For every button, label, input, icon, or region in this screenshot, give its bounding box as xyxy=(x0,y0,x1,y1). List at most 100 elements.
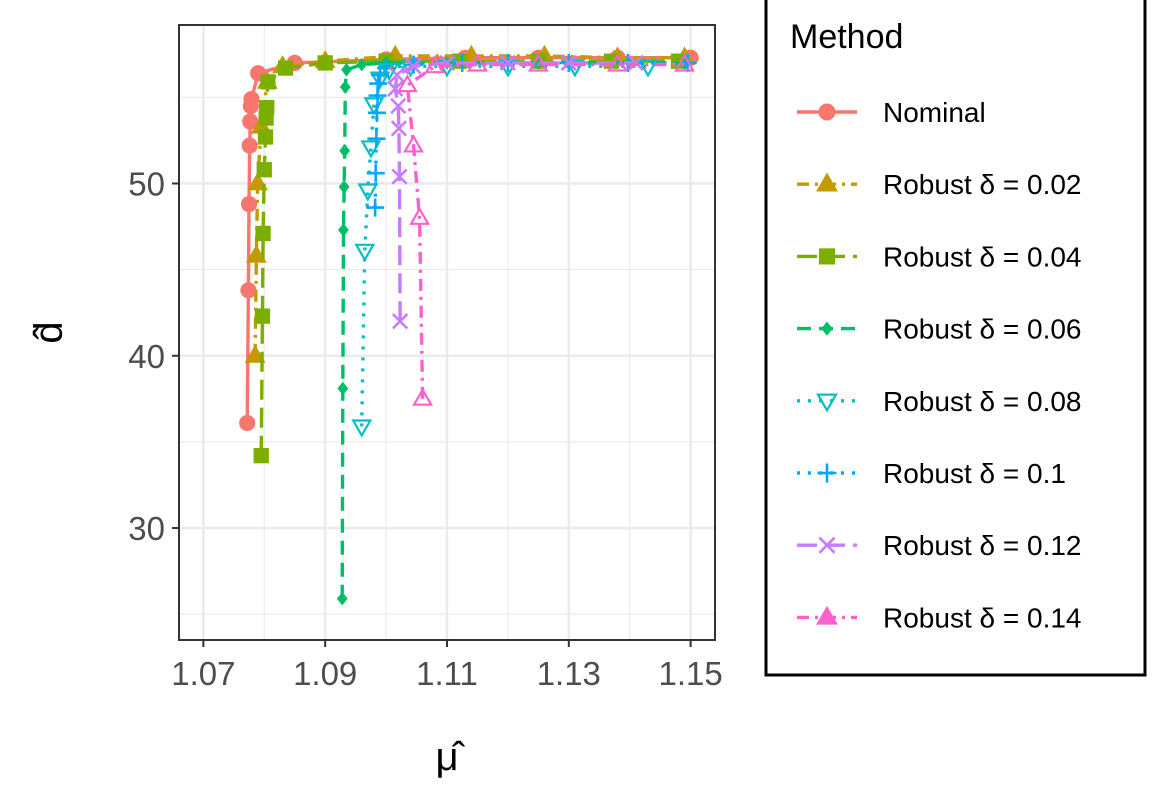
y-axis: 30 40 50 xyxy=(128,165,179,547)
y-tick-label: 40 xyxy=(128,338,165,375)
legend-label: Robust δ = 0.14 xyxy=(883,602,1082,633)
legend-label: Nominal xyxy=(883,97,986,128)
x-axis: 1.07 1.09 1.11 1.13 1.15 xyxy=(171,640,723,692)
legend-item: Robust δ = 0.06 xyxy=(797,314,1082,345)
data-point Robust δ = 0.08 xyxy=(351,419,373,438)
data-point Robust δ = 0.06 xyxy=(339,144,351,158)
data-point Robust δ = 0.14 xyxy=(607,53,628,72)
data-point Robust δ = 0.08 xyxy=(357,183,379,202)
data-point Robust δ = 0.14 xyxy=(527,53,549,72)
data-point Robust δ = 0.06 xyxy=(337,381,349,396)
data-point Robust δ = 0.04 xyxy=(260,74,276,90)
data-point Robust δ = 0.12 xyxy=(390,120,408,137)
series-layer xyxy=(239,44,699,606)
legend-key-marker xyxy=(816,605,838,625)
legend-label: Robust δ = 0.12 xyxy=(883,530,1082,561)
x-axis-title: μ̂ xyxy=(435,735,465,779)
data-point Robust δ = 0.14 xyxy=(403,134,424,153)
data-point Robust δ = 0.14 xyxy=(467,53,488,72)
data-point Robust δ = 0.1 xyxy=(366,198,385,217)
legend-key-marker xyxy=(817,463,837,483)
legend-key-marker xyxy=(818,103,836,121)
data-point Robust δ = 0.06 xyxy=(341,63,352,77)
data-point Robust δ = 0.12 xyxy=(387,80,404,97)
data-point Robust δ = 0.14 xyxy=(674,53,695,72)
data-point Robust δ = 0.1 xyxy=(366,164,385,183)
data-point Robust δ = 0.1 xyxy=(377,59,396,78)
data-point Robust δ = 0.12 xyxy=(391,313,409,330)
series-line xyxy=(253,54,685,356)
legend-key-marker xyxy=(821,321,833,336)
legend-label: Robust δ = 0.06 xyxy=(883,314,1082,345)
data-point Robust δ = 0.04 xyxy=(255,225,271,242)
x-tick-label: 1.07 xyxy=(171,655,235,692)
data-point Robust δ = 0.06 xyxy=(338,180,350,194)
data-point Robust δ = 0.04 xyxy=(256,162,272,178)
data-point Robust δ = 0.1 xyxy=(367,129,386,148)
data-point Robust δ = 0.14 xyxy=(412,387,434,406)
x-tick-label: 1.09 xyxy=(293,655,357,692)
data-point Nominal xyxy=(240,282,257,299)
data-point Robust δ = 0.12 xyxy=(560,54,577,72)
data-point Robust δ = 0.08 xyxy=(637,59,659,78)
legend-item: Robust δ = 0.04 xyxy=(797,241,1082,272)
data-point Robust δ = 0.08 xyxy=(354,243,376,262)
data-point Robust δ = 0.04 xyxy=(257,129,274,145)
legend-label: Robust δ = 0.1 xyxy=(883,458,1066,489)
legend-item: Robust δ = 0.1 xyxy=(797,458,1066,489)
legend-key-marker xyxy=(816,172,838,192)
data-point Robust δ = 0.04 xyxy=(254,308,271,324)
series-8 xyxy=(396,53,695,406)
legend-label: Robust δ = 0.02 xyxy=(883,169,1082,200)
data-point Robust δ = 0.04 xyxy=(259,100,275,116)
data-point Robust δ = 0.02 xyxy=(244,344,266,363)
data-point Robust δ = 0.12 xyxy=(388,66,406,84)
data-point Nominal xyxy=(240,196,258,213)
data-point Nominal xyxy=(242,113,259,130)
legend-item: Robust δ = 0.12 xyxy=(797,530,1082,561)
x-tick-label: 1.15 xyxy=(659,655,723,692)
x-tick-label: 1.13 xyxy=(537,655,601,692)
data-point Robust δ = 0.14 xyxy=(396,74,418,93)
data-point Robust δ = 0.02 xyxy=(245,244,267,263)
data-point Robust δ = 0.02 xyxy=(247,172,269,191)
data-point Robust δ = 0.12 xyxy=(499,54,517,72)
data-point Robust δ = 0.14 xyxy=(409,206,431,225)
legend-item: Robust δ = 0.14 xyxy=(797,602,1082,633)
data-point Robust δ = 0.08 xyxy=(360,140,382,159)
legend-item: Robust δ = 0.08 xyxy=(797,386,1082,417)
legend-label: Robust δ = 0.04 xyxy=(883,241,1082,272)
data-point Robust δ = 0.08 xyxy=(564,59,586,78)
major-grid xyxy=(179,25,715,640)
legend-title: Method xyxy=(790,18,903,56)
legend-key-marker xyxy=(818,248,836,265)
legend-key-marker xyxy=(816,393,838,413)
data-point Robust δ = 0.12 xyxy=(405,58,422,75)
data-point Robust δ = 0.06 xyxy=(339,80,351,94)
data-point Robust δ = 0.04 xyxy=(253,448,269,464)
data-point Nominal xyxy=(243,90,260,108)
legend-key-marker xyxy=(818,536,836,554)
data-point Robust δ = 0.06 xyxy=(336,591,348,606)
data-point Robust δ = 0.12 xyxy=(390,97,407,115)
data-point Robust δ = 0.12 xyxy=(391,168,408,185)
legend-item: Robust δ = 0.02 xyxy=(797,169,1082,200)
data-point Robust δ = 0.04 xyxy=(317,55,333,71)
data-point Robust δ = 0.14 xyxy=(424,55,446,74)
data-point Robust δ = 0.04 xyxy=(277,60,294,76)
data-point Robust δ = 0.1 xyxy=(369,74,388,93)
y-tick-label: 50 xyxy=(128,165,165,202)
x-tick-label: 1.11 xyxy=(416,655,478,692)
legend-label: Robust δ = 0.08 xyxy=(883,386,1082,417)
y-tick-label: 30 xyxy=(128,510,165,547)
data-point Robust δ = 0.1 xyxy=(367,103,386,122)
legend: Method Nominal Robust δ = 0.02 Robust δ = … xyxy=(764,0,1147,677)
data-point Robust δ = 0.12 xyxy=(627,54,644,72)
data-point Robust δ = 0.06 xyxy=(356,57,368,72)
legend-item: Nominal xyxy=(797,97,986,128)
data-point Nominal xyxy=(239,414,256,432)
data-point Robust δ = 0.06 xyxy=(338,223,349,237)
y-axis-title: d̂ xyxy=(27,321,71,343)
data-point Nominal xyxy=(241,137,258,154)
